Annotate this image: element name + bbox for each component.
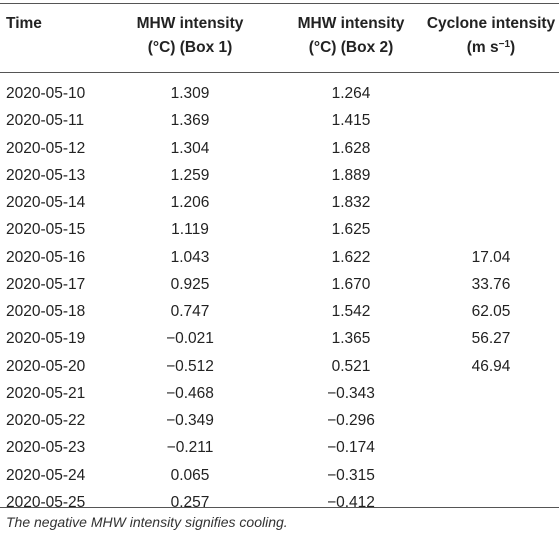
cell-mhw-box1: −0.512: [166, 357, 214, 375]
cell-time: 2020-05-20: [6, 357, 86, 375]
cell-mhw-box1: −0.468: [166, 384, 214, 402]
cell-mhw-box2: −0.174: [327, 439, 375, 457]
cell-mhw-box1: 1.304: [170, 139, 210, 157]
cell-mhw-box2: 1.670: [331, 275, 371, 293]
cell-mhw-box2: 1.628: [331, 139, 371, 157]
cell-mhw-box1: 0.747: [170, 303, 210, 320]
cell-mhw-box1: −0.211: [166, 439, 214, 457]
cell-mhw-box1: 1.206: [170, 194, 210, 211]
cell-cyclone-intensity: 62.05: [471, 303, 511, 320]
cell-mhw-box1: 1.309: [170, 85, 210, 102]
top-rule: [0, 3, 559, 4]
cell-mhw-box2: 1.889: [331, 166, 371, 184]
cell-mhw-box1: 0.257: [170, 493, 210, 511]
header-rule: [0, 72, 559, 73]
cell-mhw-box2: 1.622: [331, 248, 371, 266]
cell-mhw-box2: 1.415: [331, 112, 371, 130]
table-header: Time MHW intensity (°C) (Box 1) MHW inte…: [0, 8, 559, 68]
table-row: 2020-05-22 −0.349 −0.296: [0, 409, 559, 436]
cell-time: 2020-05-19: [6, 330, 86, 348]
cell-mhw-box2: −0.412: [327, 493, 375, 511]
cell-mhw-box2: 1.365: [331, 330, 371, 348]
cell-time: 2020-05-13: [6, 166, 86, 184]
cell-time: 2020-05-23: [6, 439, 86, 457]
table-row: 2020-05-18 0.747 1.542 62.05: [0, 300, 559, 327]
cell-mhw-box1: 0.925: [170, 275, 210, 293]
cell-cyclone-intensity: 46.94: [471, 357, 511, 375]
header-cyclone-intensity: Cyclone intensity (m s−1): [423, 12, 559, 60]
cell-mhw-box2: 1.832: [331, 194, 371, 211]
table-row: 2020-05-17 0.925 1.670 33.76: [0, 273, 559, 300]
cell-mhw-box1: 1.119: [171, 221, 209, 239]
cell-time: 2020-05-16: [6, 248, 86, 266]
cell-time: 2020-05-11: [6, 112, 85, 130]
cell-mhw-box1: 1.043: [170, 248, 210, 266]
cyclone-unit: (m s−1): [466, 39, 516, 56]
table-row: 2020-05-16 1.043 1.622 17.04: [0, 246, 559, 273]
table-row: 2020-05-14 1.206 1.832: [0, 191, 559, 218]
header-mhw-box1: MHW intensity (°C) (Box 1): [136, 15, 244, 56]
cell-time: 2020-05-12: [6, 139, 86, 157]
cell-mhw-box2: 0.521: [331, 357, 371, 375]
cell-mhw-box2: −0.296: [327, 412, 375, 429]
table-row: 2020-05-20 −0.512 0.521 46.94: [0, 355, 559, 382]
table-row: 2020-05-10 1.309 1.264: [0, 82, 559, 109]
header-mhw-box2: MHW intensity (°C) (Box 2): [297, 15, 405, 56]
header-time: Time: [6, 15, 42, 32]
cell-mhw-box1: 1.259: [170, 166, 210, 184]
cell-time: 2020-05-21: [6, 384, 86, 402]
cell-mhw-box1: −0.021: [166, 330, 214, 348]
cell-time: 2020-05-17: [6, 275, 86, 293]
table-footnote: The negative MHW intensity signifies coo…: [6, 514, 288, 530]
cell-time: 2020-05-25: [6, 493, 86, 511]
table-row: 2020-05-15 1.119 1.625: [0, 218, 559, 245]
cell-time: 2020-05-18: [6, 303, 86, 320]
cell-mhw-box2: 1.625: [331, 221, 371, 239]
cell-mhw-box2: 1.542: [331, 303, 371, 320]
cell-mhw-box1: −0.349: [166, 412, 214, 429]
bottom-rule: [0, 507, 559, 508]
table-row: 2020-05-21 −0.468 −0.343: [0, 382, 559, 409]
table-row: 2020-05-13 1.259 1.889: [0, 164, 559, 191]
table-body: 2020-05-10 1.309 1.264 2020-05-11 1.369 1.415…: [0, 82, 559, 518]
cell-cyclone-intensity: 56.27: [471, 330, 511, 348]
cell-mhw-box1: 0.065: [170, 466, 210, 484]
table-row: 2020-05-25 0.257 −0.412: [0, 491, 559, 518]
cell-time: 2020-05-14: [6, 194, 86, 211]
table-row: 2020-05-24 0.065 −0.315: [0, 464, 559, 491]
table-row: 2020-05-11 1.369 1.415: [0, 109, 559, 136]
table-row: 2020-05-19 −0.021 1.365 56.27: [0, 327, 559, 354]
cell-mhw-box2: −0.315: [327, 466, 375, 484]
cell-time: 2020-05-24: [6, 466, 86, 484]
cell-time: 2020-05-10: [6, 85, 86, 102]
cell-time: 2020-05-15: [6, 221, 86, 239]
cell-cyclone-intensity: 33.76: [471, 275, 511, 293]
table-row: 2020-05-12 1.304 1.628: [0, 137, 559, 164]
cell-mhw-box2: −0.343: [327, 384, 375, 402]
cell-time: 2020-05-22: [6, 412, 86, 429]
cell-mhw-box1: 1.369: [170, 112, 210, 130]
cell-mhw-box2: 1.264: [331, 85, 371, 102]
table-row: 2020-05-23 −0.211 −0.174: [0, 436, 559, 463]
cell-cyclone-intensity: 17.04: [471, 248, 511, 266]
